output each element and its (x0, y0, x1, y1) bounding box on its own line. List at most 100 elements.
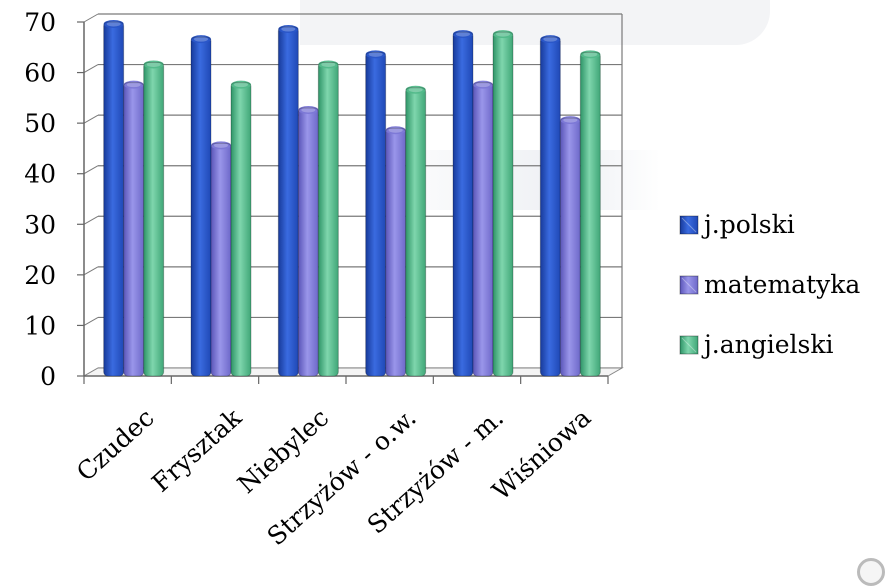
bar-cap (540, 35, 561, 44)
legend-swatch-shine (681, 337, 697, 353)
bar-body (143, 62, 164, 376)
bar-body (405, 87, 426, 376)
bar-outline (123, 82, 145, 377)
bar-cap-highlight (321, 61, 336, 67)
bar-cap-highlight (408, 87, 423, 93)
bar-cap (318, 60, 339, 69)
bar-outline (492, 31, 514, 377)
bar (559, 116, 581, 377)
legend-label: matematyka (704, 270, 860, 299)
legend-label: j.angielski (701, 330, 833, 359)
bar (123, 80, 145, 377)
gridline-side (83, 64, 99, 74)
bar-cap (143, 60, 164, 69)
bar-body (278, 27, 299, 377)
gridline-side (83, 13, 99, 23)
bar (405, 85, 427, 377)
bar-body (191, 37, 211, 377)
bar-cap (365, 50, 386, 59)
gridline-side (83, 266, 99, 276)
legend-label: j.polski (701, 210, 795, 239)
legend-entry: matematyka (679, 270, 860, 299)
gridline-side (83, 165, 99, 175)
category-label: Frysztak (146, 402, 247, 497)
bar-cap-highlight (301, 107, 316, 113)
bar-cap-highlight (563, 117, 578, 123)
bar-body (580, 52, 601, 376)
y-tick-label: 0 (40, 362, 56, 391)
bar-body (231, 82, 251, 376)
bar (230, 80, 252, 377)
bar-body (318, 62, 339, 376)
bar-body (560, 118, 581, 376)
bar-cap (580, 50, 601, 59)
bar-cap (385, 126, 406, 135)
bar-cap (560, 116, 581, 125)
bar-body (540, 37, 561, 377)
bar-body (473, 82, 493, 376)
bar (317, 60, 339, 377)
bar-body (493, 32, 513, 376)
bar-cap-highlight (368, 51, 383, 57)
bar-body (453, 32, 473, 376)
bar (190, 35, 212, 377)
legend-swatch (679, 275, 699, 295)
bar-cap-highlight (214, 142, 228, 148)
corner-decoration (857, 558, 885, 586)
bar-cap-highlight (496, 31, 510, 37)
bar-cap (231, 80, 251, 89)
bar-cap-highlight (281, 26, 296, 32)
bar-cap-highlight (194, 36, 208, 42)
bar-cap-highlight (126, 82, 141, 88)
bar-cap (298, 105, 319, 114)
bars (103, 20, 601, 377)
bar-cap-highlight (234, 82, 248, 88)
bar-cap (453, 30, 473, 39)
y-tick-label: 70 (24, 8, 56, 37)
gridline-side (83, 316, 99, 326)
bar (277, 25, 299, 377)
bar-cap (211, 141, 231, 150)
bar-body (385, 128, 406, 376)
legend: j.polski matematyka j.angielski (679, 210, 860, 359)
y-tick-label: 10 (24, 311, 56, 340)
bar (365, 50, 387, 377)
legend-swatch-shine (681, 217, 697, 233)
bar-cap (191, 35, 211, 44)
bar (103, 20, 125, 377)
legend-entry: j.polski (679, 210, 795, 239)
bar-cap-highlight (456, 31, 470, 37)
bar-cap (473, 80, 493, 89)
bar (579, 50, 601, 377)
bar (492, 30, 514, 377)
bar-outline (143, 61, 165, 377)
bar-outline (579, 51, 601, 377)
bar-cap (493, 30, 513, 39)
category-label: Strzyżów - o.w. (262, 403, 422, 551)
bar-chart: 0 10 20 30 40 50 60 70 CzudecFrysztakNiebylecSt… (24, 8, 860, 551)
bar (452, 30, 474, 377)
bar-cap-highlight (146, 61, 161, 67)
bar-cap (123, 80, 144, 89)
bar (385, 126, 407, 377)
bar-cap-highlight (476, 82, 490, 88)
y-tick-label: 50 (24, 109, 56, 138)
bar-body (298, 107, 319, 376)
legend-swatch (679, 215, 699, 235)
legend-swatch (679, 335, 699, 355)
y-tick-label: 20 (24, 261, 56, 290)
bar-outline (405, 87, 427, 377)
bar-body (103, 22, 124, 376)
legend-entry: j.angielski (679, 330, 833, 359)
bar (210, 141, 232, 377)
bar (539, 35, 561, 377)
bar-cap-highlight (583, 51, 598, 57)
background-shape (300, 0, 770, 45)
bar-body (123, 82, 144, 376)
bar-cap-highlight (106, 21, 121, 27)
bar (143, 60, 165, 377)
gridline-side (83, 215, 99, 225)
bar-body (211, 143, 231, 376)
bar (472, 80, 494, 377)
bar-cap (278, 25, 299, 34)
